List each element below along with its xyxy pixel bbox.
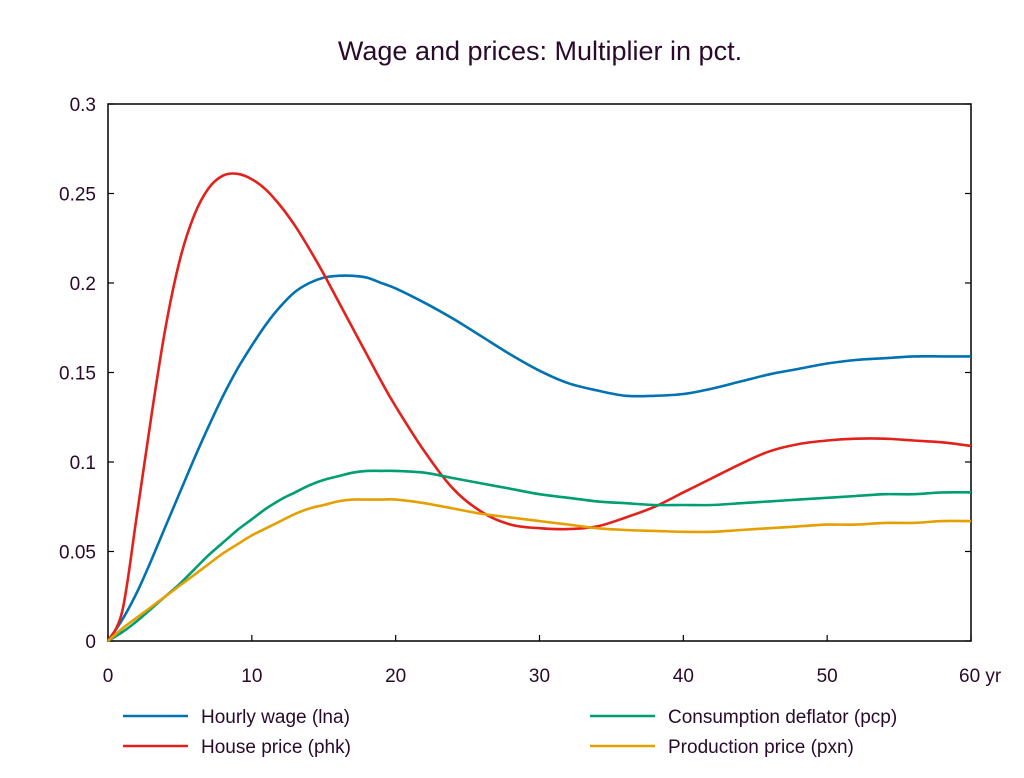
series-line-house-price-phk — [106, 172, 972, 642]
x-tick-label: 40 — [673, 666, 694, 687]
y-tick-label: 0.15 — [59, 364, 96, 385]
series-line-consumption-deflator-pcp — [107, 469, 972, 643]
x-tick-label: 10 — [241, 666, 262, 687]
legend-item-production-price-pxn: Production price (pxn) — [590, 737, 854, 758]
y-tick-label: 0.3 — [70, 95, 96, 116]
y-tick-label: 0.05 — [59, 543, 96, 564]
legend-item-house-price-phk: House price (phk) — [123, 737, 351, 758]
series-line-hourly-wage-lna — [106, 274, 971, 642]
x-tick-label: 20 — [385, 666, 406, 687]
legend-label: House price (phk) — [201, 737, 351, 758]
y-tick-label: 0.1 — [70, 453, 96, 474]
y-tick-label: 0.2 — [70, 274, 96, 295]
y-tick-label: 0.25 — [59, 185, 96, 206]
legend-label: Consumption deflator (pcp) — [668, 707, 897, 728]
x-axis: 0 10 20 30 40 50 60 yr — [103, 635, 1002, 687]
legend-item-hourly-wage-lna: Hourly wage (lna) — [123, 707, 350, 728]
legend-label: Hourly wage (lna) — [201, 707, 350, 728]
series-lines — [106, 172, 972, 643]
y-tick-label: 0 — [85, 632, 96, 653]
y-axis: 0 0.05 0.1 0.15 0.2 0.25 0.3 — [59, 95, 971, 653]
plot-frame — [107, 103, 972, 642]
x-tick-label: 0 — [103, 666, 114, 687]
legend-item-consumption-deflator-pcp: Consumption deflator (pcp) — [590, 707, 897, 728]
chart-title: Wage and prices: Multiplier in pct. — [338, 36, 742, 66]
x-tick-label: 30 — [529, 666, 550, 687]
series-line-production-price-pxn — [107, 498, 972, 642]
x-tick-label: 50 — [817, 666, 838, 687]
legend-label: Production price (pxn) — [668, 737, 854, 758]
x-tick-label: 60 yr — [959, 666, 1002, 687]
plot-border — [107, 103, 972, 642]
legend: Hourly wage (lna) House price (phk) Consum… — [123, 707, 897, 758]
